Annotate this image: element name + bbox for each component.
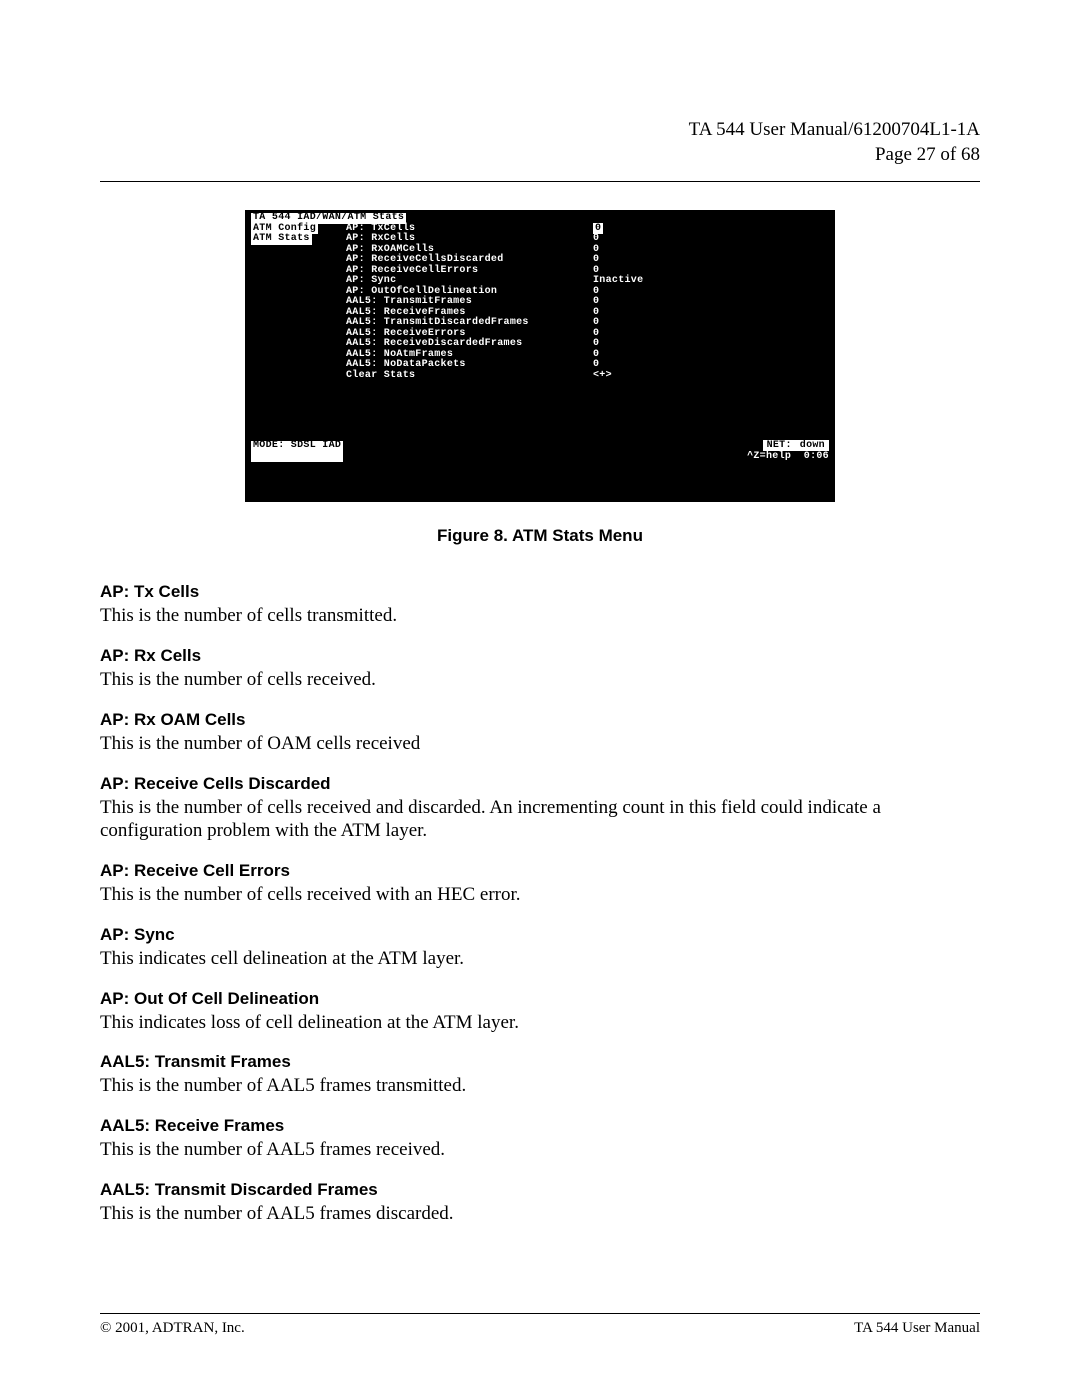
terminal-row: AAL5: NoDataPackets0 <box>251 360 829 371</box>
header-rule <box>100 181 980 182</box>
footer-row: © 2001, ADTRAN, Inc. TA 544 User Manual <box>100 1320 980 1337</box>
doc-section: AAL5: Transmit FramesThis is the number … <box>100 1052 980 1098</box>
terminal-row: AP: ReceiveCellsDiscarded0 <box>251 255 829 266</box>
section-heading: AAL5: Receive Frames <box>100 1116 980 1136</box>
terminal-sidebar-cell <box>251 297 346 308</box>
section-body: This is the number of cells received wit… <box>100 883 980 907</box>
doc-section: AAL5: Receive FramesThis is the number o… <box>100 1116 980 1162</box>
section-heading: AP: Receive Cells Discarded <box>100 774 980 794</box>
net-status: down <box>796 440 829 451</box>
doc-section: AP: Tx CellsThis is the number of cells … <box>100 582 980 628</box>
terminal-sidebar-cell <box>251 318 346 329</box>
doc-section: AP: Receive Cells DiscardedThis is the n… <box>100 774 980 844</box>
sections-container: AP: Tx CellsThis is the number of cells … <box>100 582 980 1225</box>
section-body: This indicates loss of cell delineation … <box>100 1011 980 1035</box>
terminal-row: AAL5: TransmitDiscardedFrames0 <box>251 318 829 329</box>
stat-value: 0 <box>593 350 829 361</box>
terminal-sidebar-cell <box>251 360 346 371</box>
section-heading: AP: Rx Cells <box>100 646 980 666</box>
terminal-row: AAL5: ReceiveErrors0 <box>251 329 829 340</box>
doc-section: AP: Rx OAM CellsThis is the number of OA… <box>100 710 980 756</box>
stat-value: 0 <box>593 318 829 329</box>
net-label: NET: <box>763 440 796 451</box>
doc-section: AAL5: Transmit Discarded FramesThis is t… <box>100 1180 980 1226</box>
terminal-row: ATM StatsAP: RxCells0 <box>251 234 829 245</box>
section-heading: AAL5: Transmit Discarded Frames <box>100 1180 980 1200</box>
section-heading: AP: Tx Cells <box>100 582 980 602</box>
terminal-screen: TA 544 IAD/WAN/ATM Stats ATM ConfigAP: T… <box>245 210 835 502</box>
stat-value: 0 <box>593 360 829 371</box>
stat-value: 0 <box>593 224 829 235</box>
stat-value: 0 <box>593 234 829 245</box>
time-text: 0:06 <box>804 451 829 462</box>
footer-rule <box>100 1313 980 1314</box>
stat-label: Clear Stats <box>346 371 593 382</box>
footer-left: © 2001, ADTRAN, Inc. <box>100 1320 245 1337</box>
terminal-sidebar-cell <box>251 245 346 256</box>
stat-value: <+> <box>593 371 829 382</box>
stat-value: 0 <box>593 339 829 350</box>
help-line: ^Z=help 0:06 <box>747 452 829 463</box>
section-heading: AP: Sync <box>100 925 980 945</box>
section-body: This is the number of cells transmitted. <box>100 604 980 628</box>
terminal-row: AP: ReceiveCellErrors0 <box>251 266 829 277</box>
stat-value: 0 <box>593 308 829 319</box>
header-line2: Page 27 of 68 <box>100 143 980 168</box>
stat-value: 0 <box>593 255 829 266</box>
terminal-row: AP: SyncInactive <box>251 276 829 287</box>
footer-right: TA 544 User Manual <box>854 1320 980 1337</box>
terminal-sidebar-cell <box>251 276 346 287</box>
stat-value: Inactive <box>593 276 829 287</box>
section-body: This is the number of AAL5 frames transm… <box>100 1074 980 1098</box>
section-heading: AP: Receive Cell Errors <box>100 861 980 881</box>
page: TA 544 User Manual/61200704L1-1A Page 27… <box>0 0 1080 1397</box>
stat-value: 0 <box>593 245 829 256</box>
terminal-figure: TA 544 IAD/WAN/ATM Stats ATM ConfigAP: T… <box>245 210 835 502</box>
terminal-breadcrumb: TA 544 IAD/WAN/ATM Stats <box>251 213 829 224</box>
figure-caption: Figure 8. ATM Stats Menu <box>100 526 980 546</box>
section-body: This is the number of OAM cells received <box>100 732 980 756</box>
section-heading: AP: Out Of Cell Delineation <box>100 989 980 1009</box>
terminal-row: AAL5: ReceiveFrames0 <box>251 308 829 319</box>
terminal-sidebar-cell <box>251 287 346 298</box>
doc-section: AP: Out Of Cell DelineationThis indicate… <box>100 989 980 1035</box>
terminal-statusbar: MODE: SDSL IAD NET:down ^Z=help 0:06 <box>251 441 829 462</box>
stat-value: 0 <box>593 329 829 340</box>
terminal-sidebar-cell <box>251 308 346 319</box>
terminal-row: AAL5: TransmitFrames0 <box>251 297 829 308</box>
terminal-rows: ATM ConfigAP: TxCells0ATM StatsAP: RxCel… <box>251 224 829 382</box>
section-body: This is the number of AAL5 frames discar… <box>100 1202 980 1226</box>
terminal-sidebar-cell <box>251 266 346 277</box>
section-body: This is the number of AAL5 frames receiv… <box>100 1138 980 1162</box>
doc-section: AP: SyncThis indicates cell delineation … <box>100 925 980 971</box>
page-header: TA 544 User Manual/61200704L1-1A Page 27… <box>100 118 980 167</box>
terminal-row: AAL5: ReceiveDiscardedFrames0 <box>251 339 829 350</box>
page-footer: © 2001, ADTRAN, Inc. TA 544 User Manual <box>100 1313 980 1337</box>
terminal-sidebar-cell <box>251 329 346 340</box>
terminal-sidebar-cell: ATM Stats <box>251 234 346 245</box>
terminal-sidebar-cell <box>251 339 346 350</box>
section-body: This is the number of cells received and… <box>100 796 980 844</box>
terminal-row: AP: RxOAMCells0 <box>251 245 829 256</box>
header-line1: TA 544 User Manual/61200704L1-1A <box>100 118 980 143</box>
terminal-sidebar-cell <box>251 350 346 361</box>
section-heading: AAL5: Transmit Frames <box>100 1052 980 1072</box>
doc-section: AP: Rx CellsThis is the number of cells … <box>100 646 980 692</box>
section-body: This is the number of cells received. <box>100 668 980 692</box>
terminal-sidebar-cell <box>251 255 346 266</box>
stat-value: 0 <box>593 297 829 308</box>
terminal-row: Clear Stats<+> <box>251 371 829 382</box>
stat-value: 0 <box>593 287 829 298</box>
help-text: ^Z=help <box>747 451 791 462</box>
net-block: NET:down ^Z=help 0:06 <box>747 441 829 462</box>
terminal-row: ATM ConfigAP: TxCells0 <box>251 224 829 235</box>
terminal-row: AAL5: NoAtmFrames0 <box>251 350 829 361</box>
section-body: This indicates cell delineation at the A… <box>100 947 980 971</box>
sidebar-item[interactable]: ATM Stats <box>251 234 312 245</box>
terminal-sidebar-cell <box>251 371 346 382</box>
terminal-row: AP: OutOfCellDelineation0 <box>251 287 829 298</box>
doc-section: AP: Receive Cell Errors This is the numb… <box>100 861 980 907</box>
mode-text: MODE: SDSL IAD <box>251 441 343 462</box>
section-heading: AP: Rx OAM Cells <box>100 710 980 730</box>
